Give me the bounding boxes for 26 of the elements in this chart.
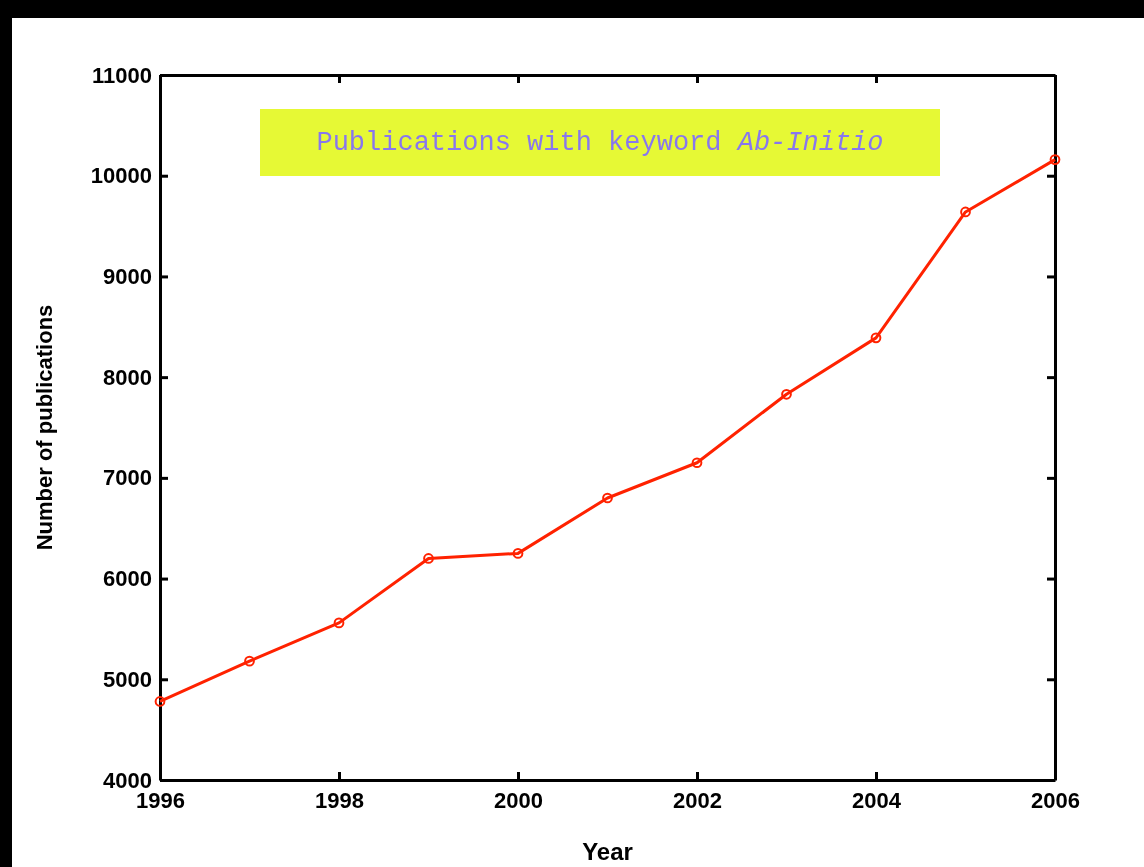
point: [691, 457, 703, 469]
point: [602, 492, 613, 504]
point: [244, 655, 255, 667]
y-tick-label: 9000: [103, 263, 152, 289]
x-tick-label: 2006: [1031, 787, 1080, 813]
y-tick-label: 10000: [90, 163, 152, 189]
point: [1049, 154, 1061, 165]
point: [423, 553, 434, 564]
y-tick-label: 6000: [103, 566, 152, 592]
point: [512, 548, 524, 559]
y-axis-title: Number of publications: [32, 304, 57, 551]
point: [781, 388, 792, 400]
x-tick-label: 2002: [673, 787, 722, 813]
y-tick-label: 7000: [103, 465, 152, 491]
y-tick-label: 5000: [103, 666, 152, 692]
text: Publications with keyword Ab-Initio: [316, 128, 884, 158]
point: [154, 696, 166, 707]
point: [960, 206, 971, 218]
y-tick-label: 8000: [103, 364, 152, 390]
x-tick-label: 1998: [315, 787, 364, 813]
point: [870, 332, 882, 344]
x-tick-label: 2000: [494, 787, 543, 813]
point: [333, 617, 345, 629]
x-axis-title: Year: [582, 838, 633, 865]
x-tick-label: 2004: [852, 787, 902, 813]
y-tick-label: 11000: [92, 62, 152, 88]
